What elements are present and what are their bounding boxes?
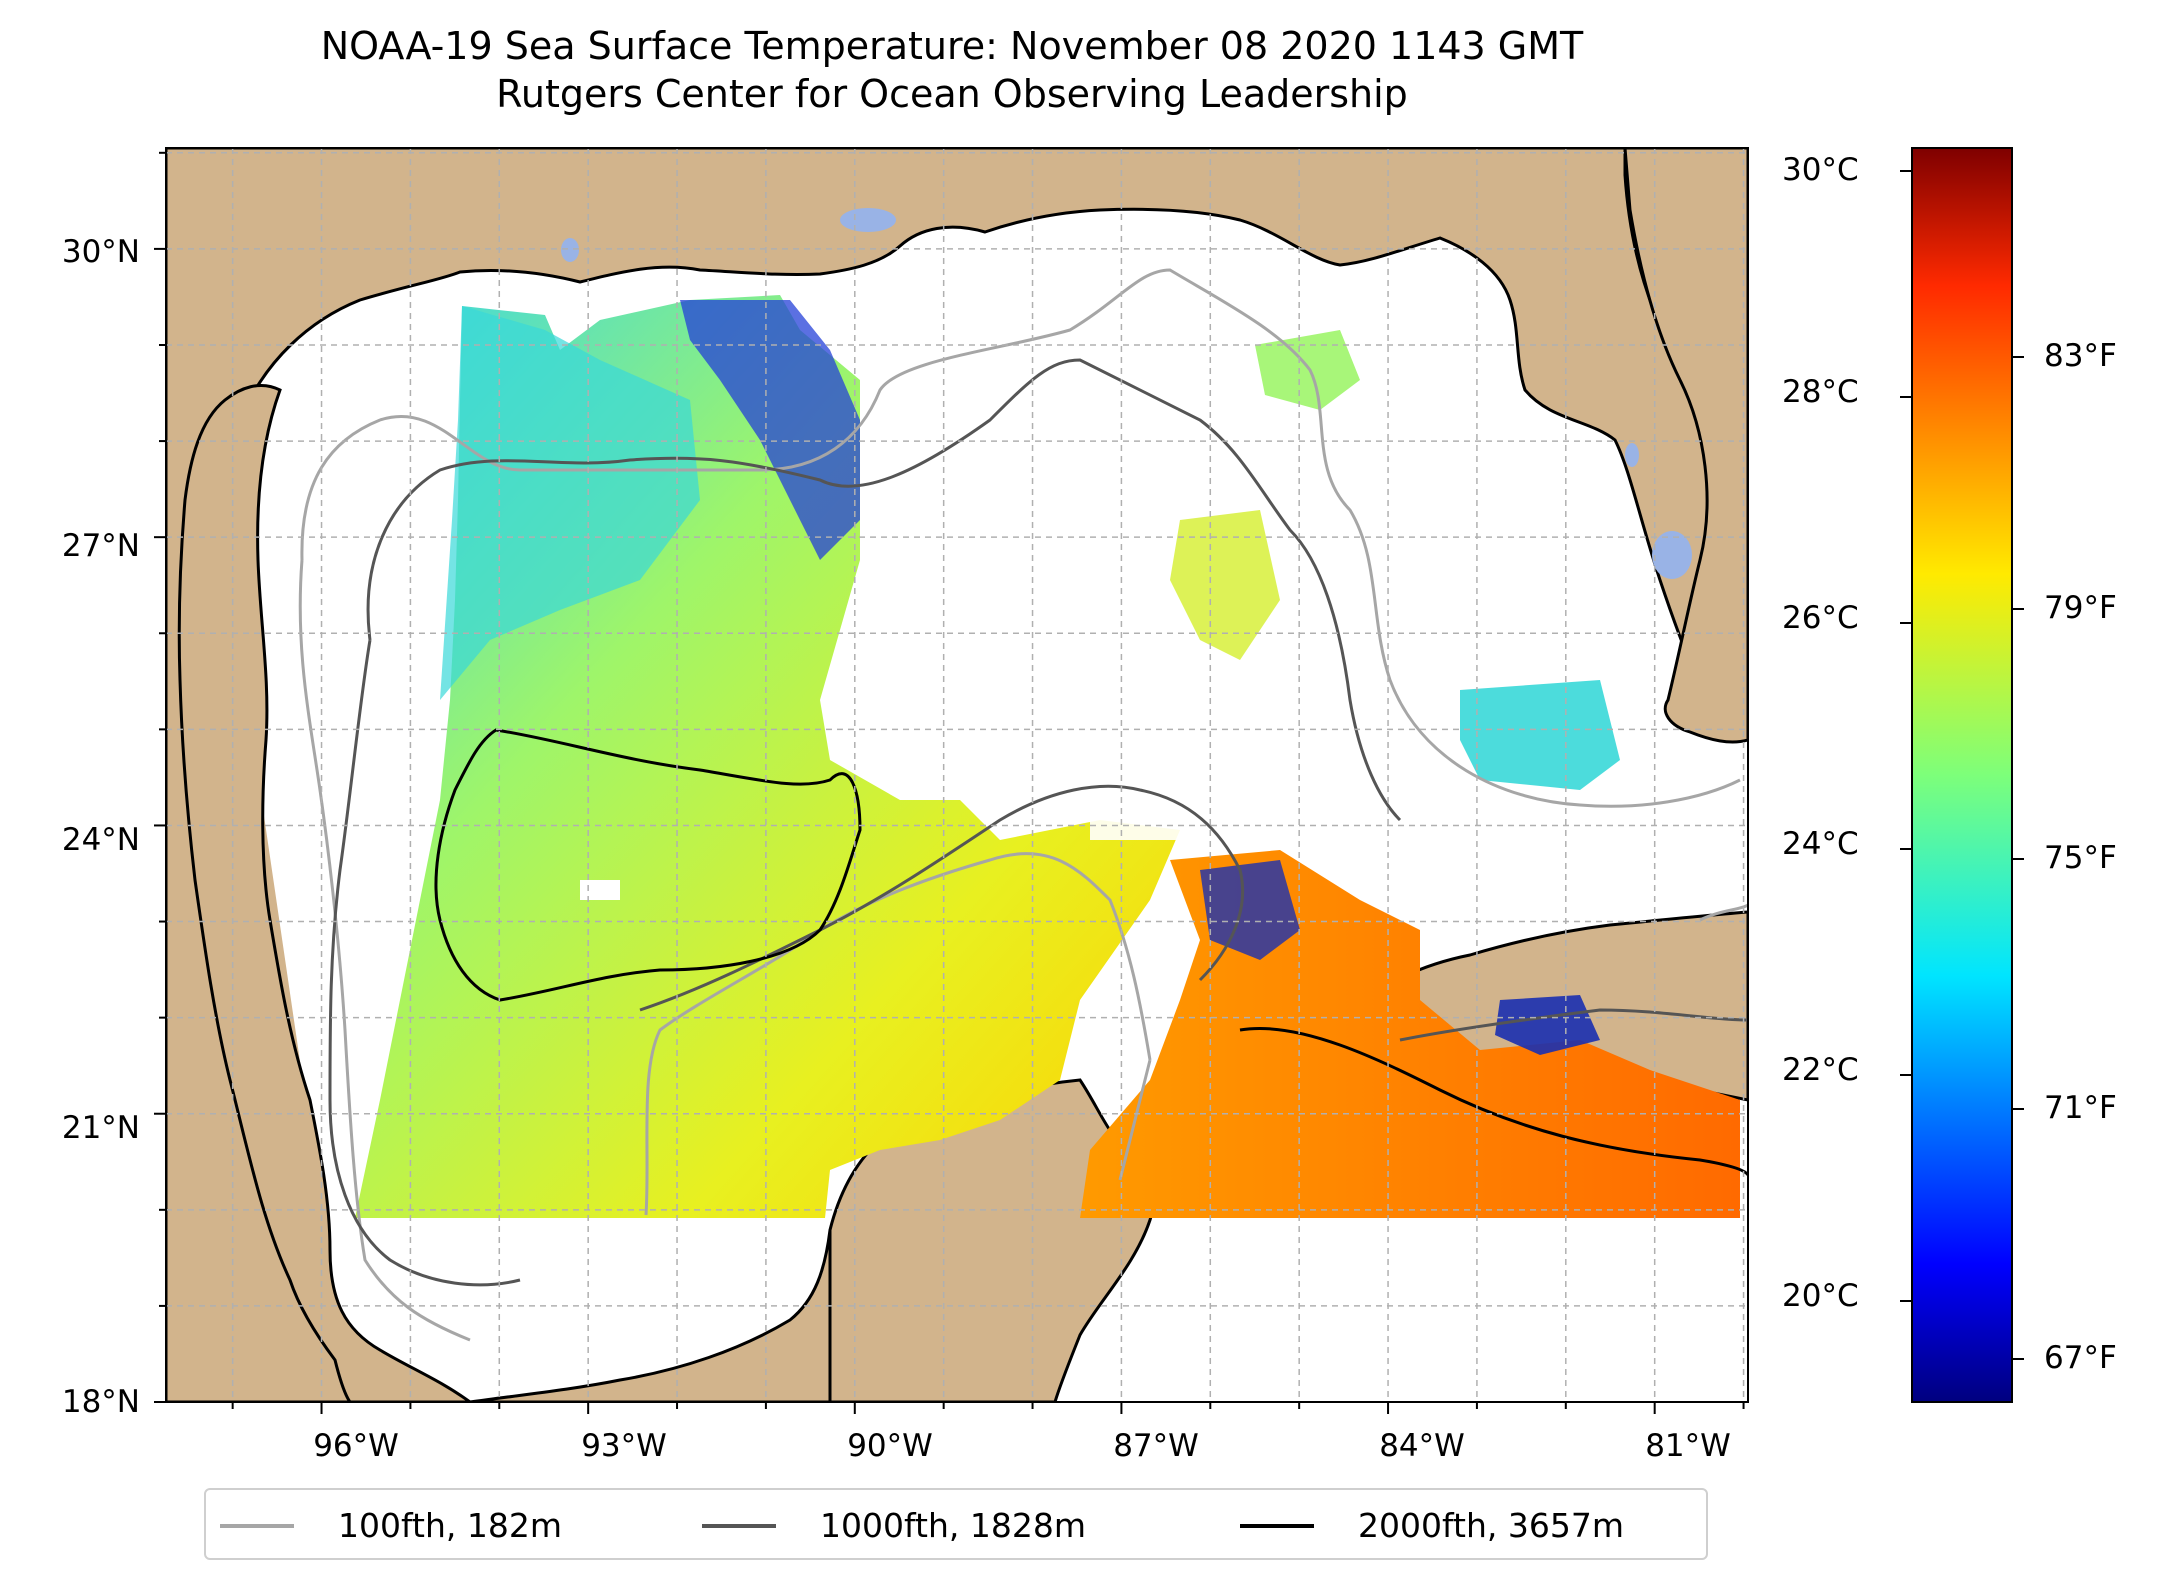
cb-label-28c: 28°C	[1782, 374, 1859, 410]
legend-line-1000fth	[702, 1524, 776, 1528]
sst-patch-central	[1170, 510, 1280, 660]
cb-label-22c: 22°C	[1782, 1052, 1859, 1088]
legend-label-1000fth: 1000fth, 1828m	[820, 1506, 1086, 1545]
cb-label-79f: 79°F	[2044, 590, 2117, 626]
contour-2000fth	[434, 728, 1748, 1176]
cb-label-20c: 20°C	[1782, 1278, 1859, 1314]
lake-okeechobee	[1652, 531, 1692, 579]
cb-label-30c: 30°C	[1782, 152, 1859, 188]
cb-label-24c: 24°C	[1782, 826, 1859, 862]
cb-label-67f: 67°F	[2044, 1340, 2117, 1376]
cb-label-71f: 71°F	[2044, 1090, 2117, 1126]
colorbar-ticks	[1900, 170, 2024, 1360]
no-data-gap	[580, 880, 620, 900]
cb-label-75f: 75°F	[2044, 840, 2117, 876]
no-data-gap	[1090, 780, 1230, 840]
lon-label-93w: 93°W	[581, 1428, 667, 1464]
contour-1000fth	[328, 358, 1748, 1287]
lake-sabine	[561, 238, 579, 262]
lat-label-18n: 18°N	[61, 1384, 140, 1420]
lon-label-90w: 90°W	[847, 1428, 933, 1464]
legend-label-2000fth: 2000fth, 3657m	[1358, 1506, 1624, 1545]
lake-small	[1625, 443, 1639, 467]
land-florida	[1623, 148, 1748, 744]
sst-patch-cold-se	[1200, 860, 1300, 960]
contour-legend: 100fth, 182m 1000fth, 1828m 2000fth, 365…	[204, 1488, 1708, 1560]
legend-label-100fth: 100fth, 182m	[338, 1506, 562, 1545]
map-title: NOAA-19 Sea Surface Temperature: Novembe…	[0, 22, 1904, 118]
land-mexico	[166, 148, 473, 1402]
lat-label-30n: 30°N	[61, 234, 140, 270]
lon-label-81w: 81°W	[1645, 1428, 1731, 1464]
sst-cold-patch-north	[680, 300, 860, 560]
map-area	[166, 148, 1748, 1402]
sst-patch-florida-west	[1460, 680, 1620, 790]
map-frame	[165, 147, 1749, 1403]
colorbar	[1911, 147, 2013, 1403]
legend-line-2000fth	[1240, 1524, 1314, 1528]
lat-label-27n: 27°N	[61, 528, 140, 564]
axis-ticks	[154, 151, 1745, 1414]
title-line-1: NOAA-19 Sea Surface Temperature: Novembe…	[320, 24, 1584, 68]
sst-patch-cold-cuba	[1495, 995, 1600, 1055]
lake-pontchartrain	[840, 208, 896, 232]
cb-label-83f: 83°F	[2044, 338, 2117, 374]
legend-line-100fth	[220, 1524, 294, 1528]
contour-100fth	[298, 268, 1748, 1342]
lon-label-84w: 84°W	[1379, 1428, 1465, 1464]
lon-label-96w: 96°W	[313, 1428, 399, 1464]
graticule	[166, 148, 1748, 1402]
lat-label-24n: 24°N	[61, 822, 140, 858]
sst-cyan-patch-west	[440, 306, 700, 700]
sst-patch-ne	[1255, 330, 1360, 410]
lat-label-21n: 21°N	[61, 1110, 140, 1146]
land-central-america	[469, 1229, 832, 1402]
title-line-2: Rutgers Center for Ocean Observing Leade…	[496, 72, 1408, 116]
cb-label-26c: 26°C	[1782, 600, 1859, 636]
lon-label-87w: 87°W	[1113, 1428, 1199, 1464]
